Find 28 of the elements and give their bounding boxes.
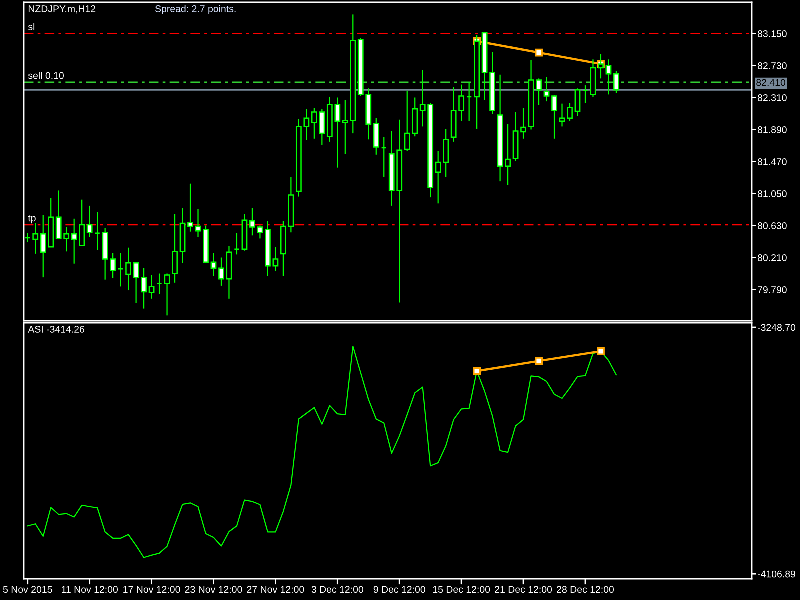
y-tick-label: -4106.89 [758, 570, 796, 578]
x-tick-label: 3 Dec 12:00 [312, 586, 364, 594]
x-tick-label: 9 Dec 12:00 [374, 586, 426, 594]
x-tick-label: 27 Nov 12:00 [247, 586, 304, 594]
y-tick-label: 79.790 [758, 286, 787, 294]
y-tick-label: -3248.70 [758, 324, 796, 332]
x-tick-label: 15 Dec 12:00 [433, 586, 490, 594]
ref-line-label: sell 0.10 [28, 72, 64, 80]
y-tick-label: 80.210 [758, 254, 787, 262]
chart-title: ASI -3414.26 [28, 326, 84, 333]
y-tick-label: 81.050 [758, 190, 787, 198]
y-tick-label: 80.630 [758, 222, 787, 230]
x-tick-label: 21 Dec 12:00 [495, 586, 552, 594]
x-tick-label: 11 Nov 12:00 [62, 586, 118, 594]
y-tick-label: 82.730 [758, 62, 787, 70]
ref-line-label: tp [28, 215, 36, 224]
ref-line-label: 82.410 [756, 79, 786, 86]
annotation: Spread: 2.7 points. [155, 5, 236, 14]
y-tick-label: 82.310 [758, 94, 787, 102]
y-tick-label: 81.470 [758, 158, 787, 166]
ref-line-label: sl [28, 23, 35, 30]
x-tick-label: 5 Nov 2015 [3, 586, 52, 594]
y-tick-label: 81.890 [758, 126, 787, 134]
y-tick-label: 83.150 [758, 30, 787, 38]
x-tick-label: 23 Nov 12:00 [185, 586, 242, 594]
x-tick-label: 28 Dec 12:00 [557, 586, 614, 594]
chart-title: NZDJPY.m,H12 [28, 6, 96, 14]
x-tick-label: 17 Nov 12:00 [124, 586, 180, 594]
